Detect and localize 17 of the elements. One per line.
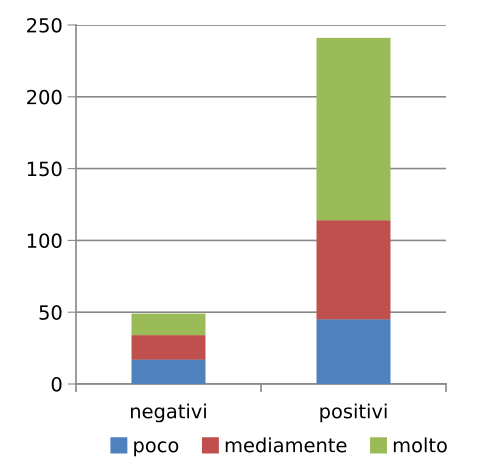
legend-label: mediamente [226, 437, 346, 452]
x-tick-label: negativi [131, 403, 206, 422]
legend-label: poco [134, 441, 178, 456]
bar [316, 319, 390, 384]
x-tick-label: positivi [320, 403, 387, 422]
y-tick-label: 150 [28, 162, 62, 176]
y-tick-label: 200 [27, 90, 62, 104]
bar [132, 360, 206, 384]
bar [316, 38, 390, 220]
bar [132, 314, 206, 336]
bar [316, 220, 390, 320]
bar [132, 335, 206, 360]
y-tick-label: 250 [27, 18, 62, 33]
y-tick-label: 0 [52, 376, 62, 392]
legend-label: molto [394, 437, 447, 452]
y-tick-label: 50 [40, 305, 62, 320]
y-tick-label: 100 [28, 233, 62, 248]
